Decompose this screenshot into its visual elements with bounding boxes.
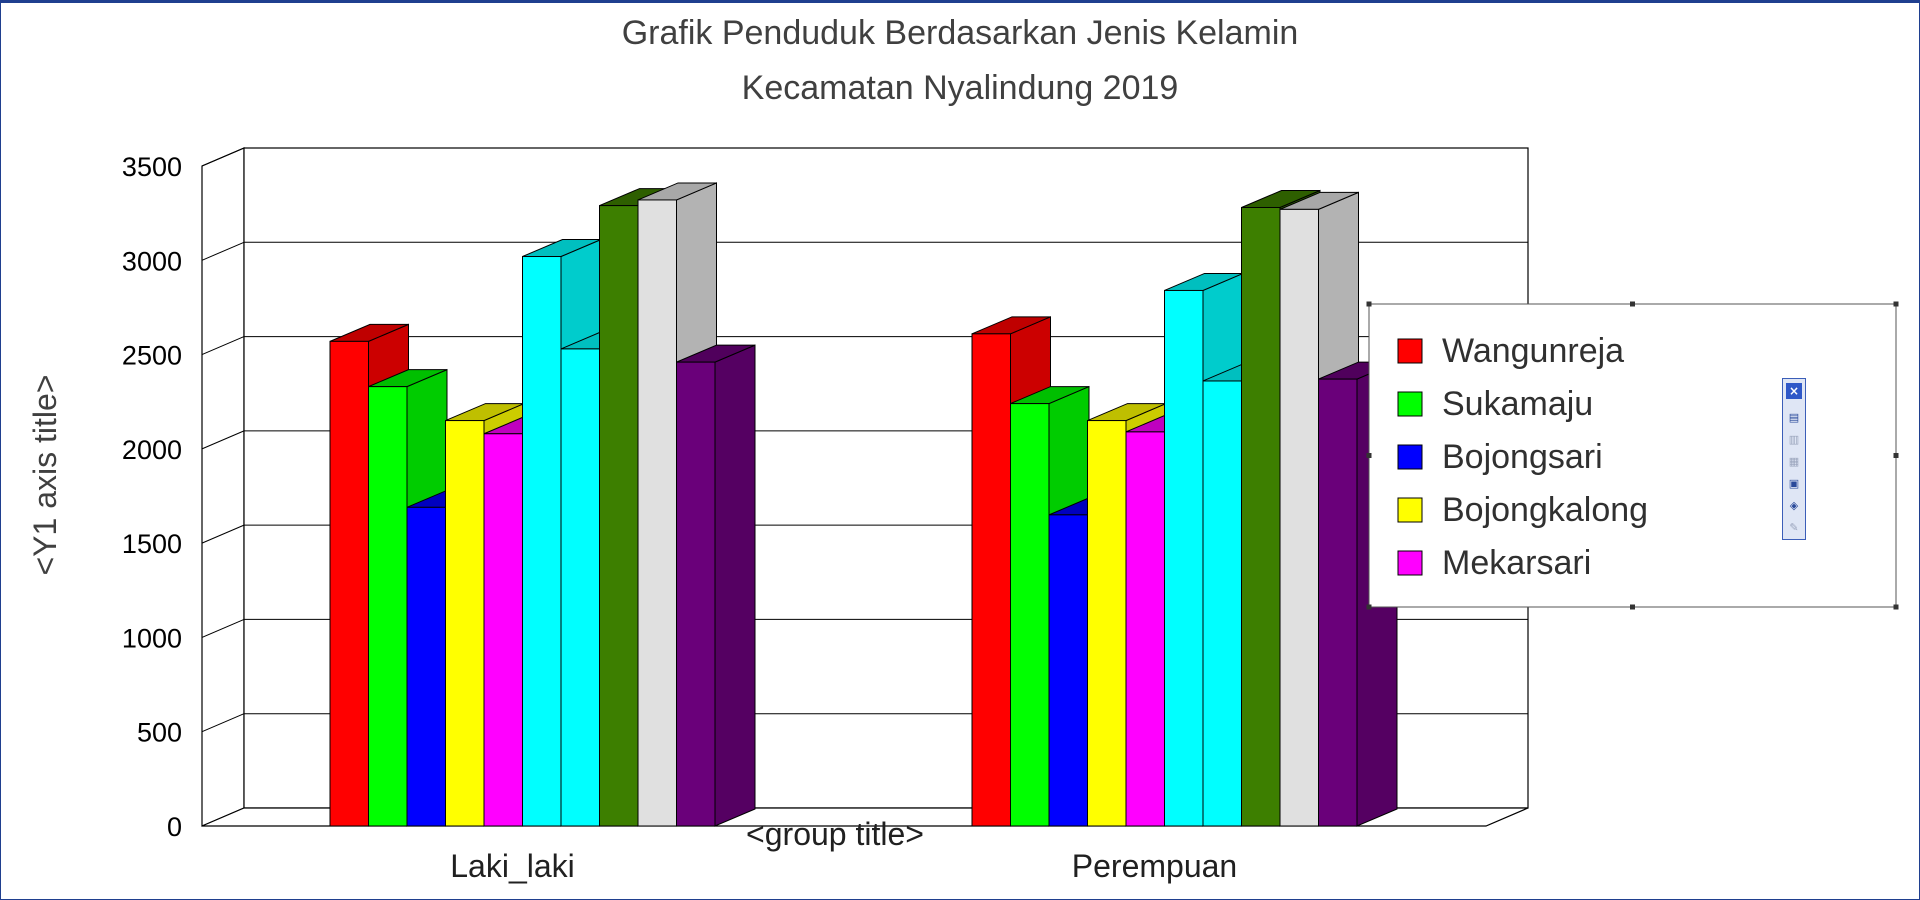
legend-font-icon[interactable]: ▥ <box>1788 432 1800 446</box>
bar-front <box>522 256 562 827</box>
selection-handle[interactable] <box>1366 301 1372 307</box>
bar-front <box>406 506 446 827</box>
bar-front <box>1202 380 1242 827</box>
bar-front <box>483 433 523 827</box>
y-tick-label: 500 <box>137 718 182 748</box>
chart-subtitle: Kecamatan Nyalindung 2019 <box>742 69 1179 107</box>
legend-edit-icon[interactable]: ✎ <box>1789 520 1799 534</box>
legend-move-icon[interactable]: ◈ <box>1789 498 1799 512</box>
bar-side <box>714 344 756 827</box>
bar-front <box>971 333 1011 827</box>
gridline-side <box>201 430 245 450</box>
legend-label: Bojongkalong <box>1442 491 1648 529</box>
y-tick-label: 3000 <box>122 246 182 276</box>
y-tick-label: 1000 <box>122 623 182 653</box>
y-tick-label: 0 <box>167 812 182 842</box>
bar-front <box>1241 206 1281 827</box>
close-icon[interactable]: × <box>1786 383 1802 399</box>
bar-front <box>1087 420 1127 827</box>
y-axis-title: <Y1 axis title> <box>27 375 63 576</box>
selection-handle[interactable] <box>1630 604 1635 610</box>
legend-layout-icon[interactable]: ▣ <box>1788 476 1800 490</box>
bar-front <box>1010 403 1050 827</box>
bar-front <box>676 361 716 827</box>
selection-handle[interactable] <box>1893 301 1899 307</box>
chart-legend: Wangunreja Sukamaju Bojongsari Bojongkalong… <box>1366 301 1899 610</box>
bar-front <box>1279 208 1319 827</box>
legend-label: Bojongsari <box>1442 438 1603 476</box>
bar-front <box>1048 514 1088 827</box>
legend-swatch <box>1397 391 1423 417</box>
legend-swatch <box>1397 444 1423 470</box>
legend-swatch <box>1397 550 1423 576</box>
gridline-side <box>201 241 245 261</box>
x-category-label: Perempuan <box>1072 848 1237 884</box>
legend-toolbar[interactable]: × ▤ ▥ ▦ ▣ ◈ ✎ <box>1782 378 1806 540</box>
y-tick-label: 3500 <box>122 152 182 182</box>
x-axis-title: <group title> <box>746 816 924 852</box>
legend-properties-icon[interactable]: ▤ <box>1788 410 1800 424</box>
window-top-border <box>0 0 1920 3</box>
chart-bars <box>329 182 1398 827</box>
gridline-side <box>201 618 245 638</box>
selection-handle[interactable] <box>1893 604 1899 610</box>
legend-label: Sukamaju <box>1442 385 1593 423</box>
bar-series-10-laki_laki <box>676 344 756 827</box>
gridline-side <box>201 713 245 733</box>
selection-handle[interactable] <box>1630 301 1635 307</box>
bar-front <box>1318 378 1358 827</box>
x-category-label: Laki_laki <box>450 848 575 884</box>
side-wall <box>201 147 245 827</box>
bar-front <box>599 205 639 827</box>
selection-handle[interactable] <box>1366 604 1372 610</box>
selection-handle[interactable] <box>1366 453 1372 458</box>
bar-front <box>637 199 677 827</box>
bar-front <box>1125 431 1165 827</box>
bar-front <box>445 420 485 827</box>
y-tick-label: 2000 <box>122 435 182 465</box>
selection-handle[interactable] <box>1893 453 1899 458</box>
chart-labels: 0 500 1000 1500 2000 2500 3000 3500 Laki_laki Per… <box>27 14 1298 884</box>
legend-label: Wangunreja <box>1442 332 1624 370</box>
y-tick-label: 2500 <box>122 341 182 371</box>
legend-swatch <box>1397 497 1423 523</box>
bar-front <box>560 348 600 827</box>
legend-label: Mekarsari <box>1442 544 1591 582</box>
chart-title: Grafik Penduduk Berdasarkan Jenis Kelami… <box>622 14 1299 52</box>
bar-front <box>329 340 369 827</box>
gridline-side <box>201 524 245 544</box>
legend-swatch <box>1397 338 1423 364</box>
gridline-side <box>201 147 245 167</box>
y-tick-label: 1500 <box>122 529 182 559</box>
gridline-side <box>201 336 245 356</box>
bar-front <box>1164 289 1204 827</box>
legend-color-icon[interactable]: ▦ <box>1788 454 1800 468</box>
bar-front <box>368 386 408 827</box>
